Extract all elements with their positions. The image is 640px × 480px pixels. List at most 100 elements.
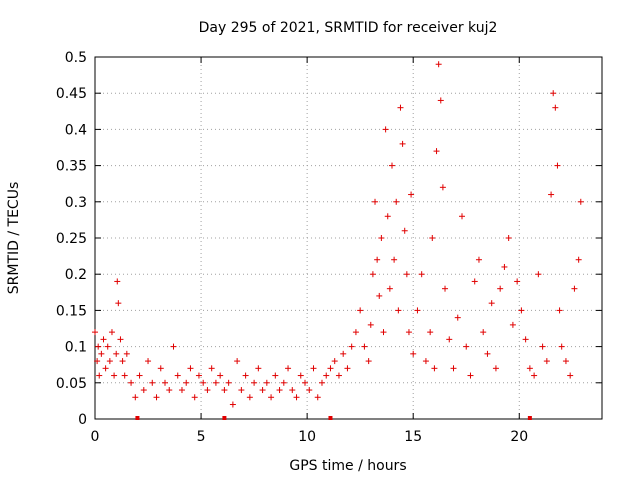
x-tick-label: 5: [197, 429, 206, 445]
x-marker: [527, 416, 532, 420]
data-point: [408, 191, 415, 198]
data-point: [178, 387, 185, 394]
data-point: [111, 372, 118, 379]
data-point: [575, 256, 582, 263]
data-point: [96, 372, 103, 379]
data-point: [318, 379, 325, 386]
data-point: [410, 350, 417, 357]
data-point: [174, 372, 181, 379]
x-tick-label: 15: [404, 429, 422, 445]
data-point: [132, 394, 139, 401]
x-marker: [328, 416, 333, 420]
data-point: [567, 372, 574, 379]
data-point: [104, 343, 111, 350]
x-markers: [135, 416, 532, 420]
y-tick-label: 0.4: [65, 122, 87, 138]
data-point: [577, 198, 584, 205]
data-point: [437, 97, 444, 104]
x-axis-label: GPS time / hours: [289, 458, 406, 474]
data-point: [276, 387, 283, 394]
data-point: [382, 126, 389, 133]
x-marker: [135, 416, 140, 420]
y-tick-label: 0.1: [65, 340, 87, 356]
data-point: [463, 343, 470, 350]
data-point: [475, 256, 482, 263]
data-point: [166, 387, 173, 394]
y-tick-labels: 0 0.05 0.1 0.15 0.2 0.25 0.3 0.35 0.4 0.45 0.5: [56, 50, 87, 428]
data-point: [374, 256, 381, 263]
data-point: [552, 104, 559, 111]
data-point: [395, 307, 402, 314]
data-point: [348, 343, 355, 350]
x-tick-label: 10: [298, 429, 316, 445]
data-point: [433, 148, 440, 155]
data-point: [310, 365, 317, 372]
data-point: [268, 394, 275, 401]
data-point: [488, 300, 495, 307]
data-point: [401, 227, 408, 234]
data-point: [340, 350, 347, 357]
data-point: [372, 198, 379, 205]
data-point: [509, 321, 516, 328]
data-point: [535, 271, 542, 278]
y-tick-label: 0: [78, 412, 87, 428]
data-point: [526, 365, 533, 372]
data-point: [191, 394, 198, 401]
data-point: [446, 336, 453, 343]
y-tick-label: 0.15: [56, 303, 87, 319]
data-point: [289, 387, 296, 394]
y-tick-label: 0.5: [65, 50, 87, 66]
data-point: [388, 162, 395, 169]
data-point: [183, 379, 190, 386]
data-point: [380, 329, 387, 336]
chart-title: Day 295 of 2021, SRMTID for receiver kuj…: [199, 20, 498, 36]
data-point: [386, 285, 393, 292]
data-point: [102, 365, 109, 372]
data-point: [522, 336, 529, 343]
data-point: [352, 329, 359, 336]
data-point: [98, 350, 105, 357]
data-point: [556, 307, 563, 314]
data-point: [195, 372, 202, 379]
data-point: [331, 358, 338, 365]
data-point: [571, 285, 578, 292]
y-tick-label: 0.45: [56, 86, 87, 102]
data-point: [246, 394, 253, 401]
data-point: [467, 372, 474, 379]
x-tick-labels: 0 5 10 15 20: [91, 429, 529, 445]
data-point: [128, 379, 135, 386]
data-point: [431, 365, 438, 372]
data-point: [501, 263, 508, 270]
y-tick-label: 0.05: [56, 376, 87, 392]
y-tick-label: 0.35: [56, 159, 87, 175]
data-point: [225, 379, 232, 386]
data-point: [458, 213, 465, 220]
data-point: [418, 271, 425, 278]
data-point: [344, 365, 351, 372]
data-point: [405, 329, 412, 336]
data-point: [480, 329, 487, 336]
x-marker: [222, 416, 227, 420]
data-point: [157, 365, 164, 372]
data-point: [238, 387, 245, 394]
data-point: [263, 379, 270, 386]
data-point: [100, 336, 107, 343]
data-point: [484, 350, 491, 357]
axis-ticks: [94, 56, 602, 420]
data-point: [145, 358, 152, 365]
data-point: [397, 104, 404, 111]
data-point: [251, 379, 258, 386]
data-point: [242, 372, 249, 379]
grid: [95, 57, 602, 419]
data-point: [361, 343, 368, 350]
data-point: [314, 394, 321, 401]
data-point: [149, 379, 156, 386]
data-point: [123, 350, 130, 357]
data-point: [121, 372, 128, 379]
data-point: [427, 329, 434, 336]
data-point: [539, 343, 546, 350]
data-point: [335, 372, 342, 379]
data-point: [378, 235, 385, 241]
data-point: [119, 358, 126, 365]
